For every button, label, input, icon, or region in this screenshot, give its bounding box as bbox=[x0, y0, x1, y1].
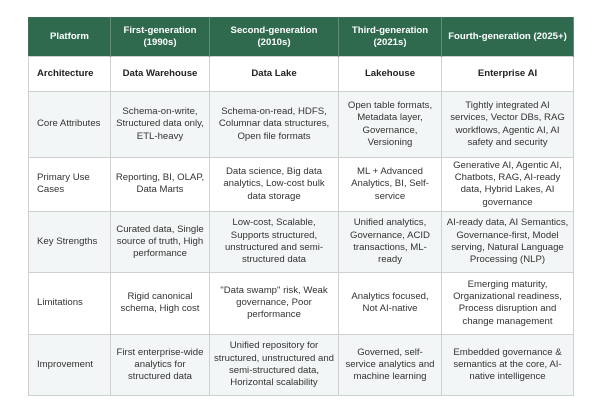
table-row: Key Strengths Curated data, Single sourc… bbox=[28, 210, 574, 273]
table-cell: Open table formats, Metadata layer, Gove… bbox=[338, 91, 442, 158]
table-cell: AI-ready data, AI Semantics, Governance-… bbox=[441, 210, 574, 273]
row-label: Primary Use Cases bbox=[28, 157, 111, 212]
table-cell: Curated data, Single source of truth, Hi… bbox=[110, 210, 210, 273]
table-cell: ML + Advanced Analytics, BI, Self-servic… bbox=[338, 157, 442, 212]
row-label: Architecture bbox=[28, 56, 111, 92]
table-cell: Reporting, BI, OLAP, Data Marts bbox=[110, 157, 210, 212]
row-label: Key Strengths bbox=[28, 210, 111, 273]
row-label: Core Attributes bbox=[28, 91, 111, 158]
row-label: Improvement bbox=[28, 333, 111, 396]
row-label: Limitations bbox=[28, 271, 111, 335]
header-third-gen: Third-generation (2021s) bbox=[338, 17, 442, 57]
table-cell: "Data swamp" risk, Weak governance, Poor… bbox=[209, 271, 339, 335]
table-cell: Emerging maturity, Organizational readin… bbox=[441, 271, 574, 335]
architecture-row: Architecture Data Warehouse Data Lake La… bbox=[28, 56, 574, 92]
table-cell: Unified analytics, Governance, ACID tran… bbox=[338, 210, 442, 273]
table-cell: Analytics focused, Not AI-native bbox=[338, 271, 442, 335]
table-cell: Low-cost, Scalable, Supports structured,… bbox=[209, 210, 339, 273]
table-row: Improvement First enterprise-wide analyt… bbox=[28, 333, 574, 396]
table-row: Primary Use Cases Reporting, BI, OLAP, D… bbox=[28, 157, 574, 212]
table-cell: Rigid canonical schema, High cost bbox=[110, 271, 210, 335]
table-cell: Tightly integrated AI services, Vector D… bbox=[441, 91, 574, 158]
data-platform-comparison-table: Platform First-generation (1990s) Second… bbox=[28, 17, 574, 396]
header-fourth-gen: Fourth-generation (2025+) bbox=[441, 17, 574, 57]
table-cell: Governed, self-service analytics and mac… bbox=[338, 333, 442, 396]
table-cell: Enterprise AI bbox=[441, 56, 574, 92]
table-cell: Lakehouse bbox=[338, 56, 442, 92]
table-cell: Data Warehouse bbox=[110, 56, 210, 92]
table-cell: Data Lake bbox=[209, 56, 339, 92]
header-second-gen: Second-generation (2010s) bbox=[209, 17, 339, 57]
table-cell: Unified repository for structured, unstr… bbox=[209, 333, 339, 396]
table-cell: Data science, Big data analytics, Low-co… bbox=[209, 157, 339, 212]
header-platform: Platform bbox=[28, 17, 111, 57]
table-cell: Schema-on-read, HDFS, Columnar data stru… bbox=[209, 91, 339, 158]
table-cell: First enterprise-wide analytics for stru… bbox=[110, 333, 210, 396]
table-row: Limitations Rigid canonical schema, High… bbox=[28, 271, 574, 335]
header-row: Platform First-generation (1990s) Second… bbox=[28, 17, 574, 57]
table-cell: Schema-on-write, Structured data only, E… bbox=[110, 91, 210, 158]
table-cell: Generative AI, Agentic AI, Chatbots, RAG… bbox=[441, 157, 574, 212]
table-row: Core Attributes Schema-on-write, Structu… bbox=[28, 91, 574, 158]
header-first-gen: First-generation (1990s) bbox=[110, 17, 210, 57]
table-cell: Embedded governance & semantics at the c… bbox=[441, 333, 574, 396]
